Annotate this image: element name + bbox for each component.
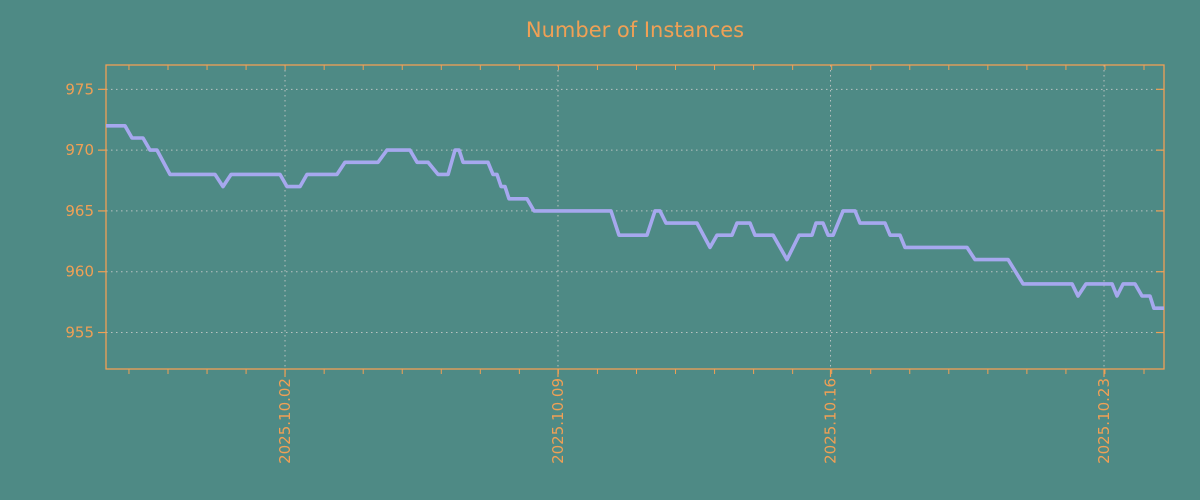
y-tick-label: 960	[65, 263, 94, 281]
plot-border	[105, 64, 1165, 370]
y-tick-label: 965	[65, 202, 94, 220]
y-tick-label: 975	[65, 80, 94, 98]
x-tick-label: 2025.10.02	[276, 378, 294, 464]
x-tick-label: 2025.10.16	[822, 378, 840, 464]
chart-title: Number of Instances	[526, 18, 744, 42]
x-tick-label: 2025.10.09	[549, 378, 567, 464]
x-tick-label: 2025.10.23	[1095, 378, 1113, 464]
y-tick-label: 955	[65, 324, 94, 342]
y-tick-label: 970	[65, 141, 94, 159]
series-line-instances	[106, 124, 1164, 311]
